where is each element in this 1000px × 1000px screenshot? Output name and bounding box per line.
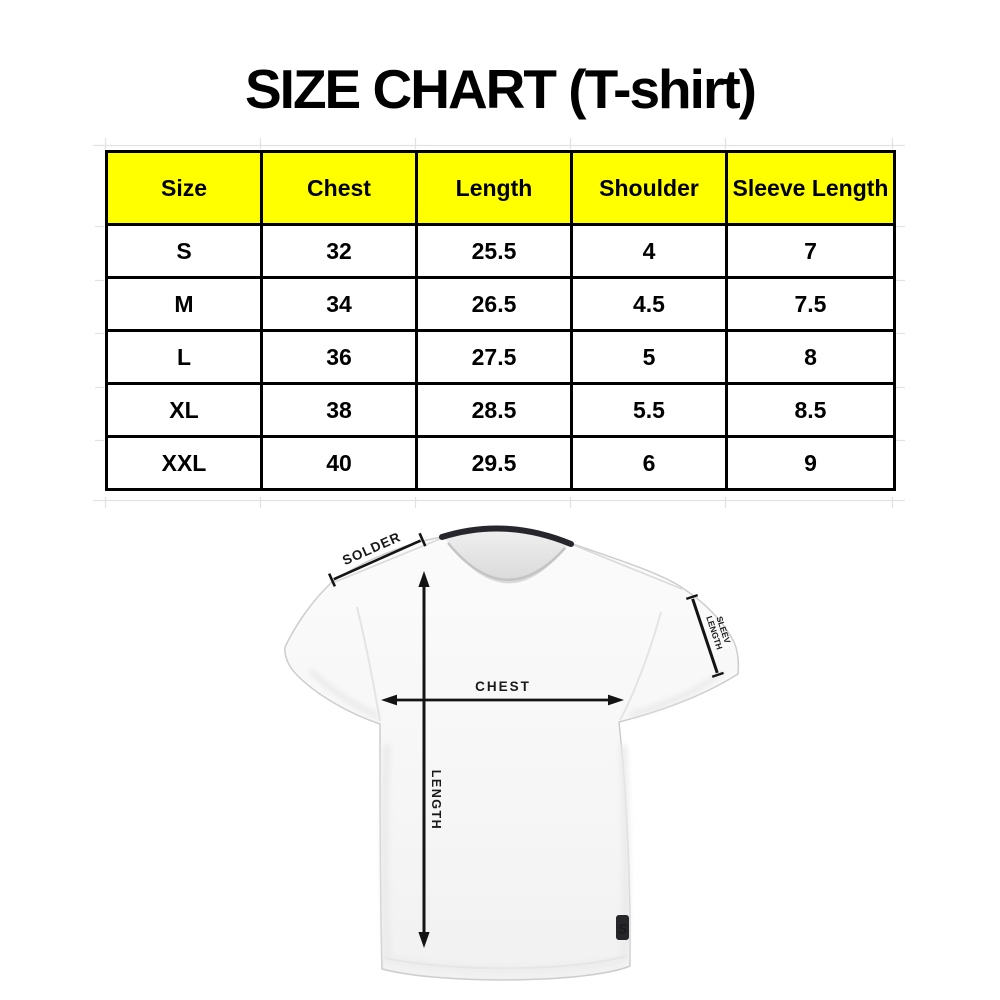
cell-length: 29.5 xyxy=(415,435,573,491)
cell-size: XL xyxy=(105,382,263,438)
col-header-length: Length xyxy=(415,150,573,226)
tshirt-measurement-diagram: SOLDER SLEEV LENGTH CHEST LENGTH S xyxy=(284,525,740,981)
cell-chest: 36 xyxy=(260,329,418,385)
cell-length: 25.5 xyxy=(415,223,573,279)
table-row-l: L 36 27.5 5 8 xyxy=(105,329,896,385)
shirt-seams xyxy=(334,538,683,970)
cell-sleeve-length: 8 xyxy=(725,329,896,385)
cell-length: 28.5 xyxy=(415,382,573,438)
cell-chest: 34 xyxy=(260,276,418,332)
cell-shoulder: 4.5 xyxy=(570,276,728,332)
cell-shoulder: 5.5 xyxy=(570,382,728,438)
chest-measure-label: CHEST xyxy=(475,679,531,694)
tshirt-silhouette xyxy=(284,527,740,981)
cell-sleeve-length: 8.5 xyxy=(725,382,896,438)
cell-size: M xyxy=(105,276,263,332)
size-chart-table: Size Chest Length Shoulder Sleeve Length… xyxy=(105,150,896,491)
collar-band xyxy=(439,525,574,547)
table-row-xxl: XXL 40 29.5 6 9 xyxy=(105,435,896,491)
length-measure-label: LENGTH xyxy=(429,770,443,830)
length-measure: LENGTH xyxy=(418,571,443,948)
cell-size: XXL xyxy=(105,435,263,491)
col-header-chest: Chest xyxy=(260,150,418,226)
chest-measure: CHEST xyxy=(381,679,624,706)
header-row: Size Chest Length Shoulder Sleeve Length xyxy=(105,150,896,226)
table-row-xl: XL 38 28.5 5.5 8.5 xyxy=(105,382,896,438)
cell-length: 27.5 xyxy=(415,329,573,385)
col-header-sleeve-length: Sleeve Length xyxy=(725,150,896,226)
cell-length: 26.5 xyxy=(415,276,573,332)
cell-chest: 38 xyxy=(260,382,418,438)
cell-shoulder: 6 xyxy=(570,435,728,491)
brand-tag-letter: S xyxy=(618,921,628,937)
page-title: SIZE CHART (T-shirt) xyxy=(245,58,757,120)
cell-size: L xyxy=(105,329,263,385)
cell-chest: 32 xyxy=(260,223,418,279)
cell-sleeve-length: 9 xyxy=(725,435,896,491)
cell-chest: 40 xyxy=(260,435,418,491)
cell-sleeve-length: 7 xyxy=(725,223,896,279)
cell-shoulder: 5 xyxy=(570,329,728,385)
col-header-shoulder: Shoulder xyxy=(570,150,728,226)
cell-size: S xyxy=(105,223,263,279)
brand-tag: S xyxy=(616,915,629,940)
table-row-s: S 32 25.5 4 7 xyxy=(105,223,896,279)
table-row-m: M 34 26.5 4.5 7.5 xyxy=(105,276,896,332)
col-header-size: Size xyxy=(105,150,263,226)
cell-shoulder: 4 xyxy=(570,223,728,279)
cell-sleeve-length: 7.5 xyxy=(725,276,896,332)
neck-front-edge xyxy=(447,542,566,581)
